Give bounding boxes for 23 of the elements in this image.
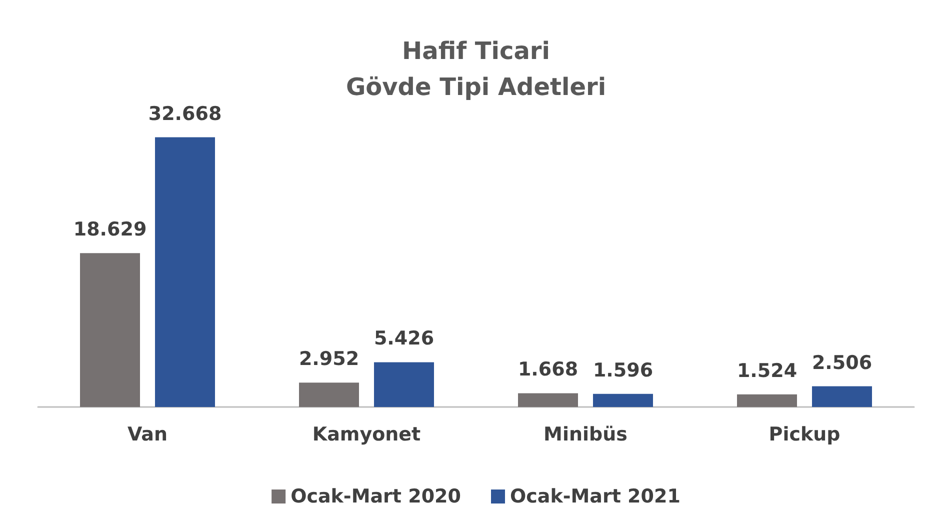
x-tick-label: Pickup [768, 424, 840, 446]
data-label: 1.524 [736, 360, 798, 382]
data-label: 2.506 [812, 352, 872, 374]
legend-label: Ocak-Mart 2020 [290, 486, 462, 508]
bar [299, 382, 359, 407]
bar [593, 394, 653, 407]
x-tick-label: Minibüs [544, 424, 628, 446]
bar [518, 393, 578, 407]
data-label: 2.952 [298, 348, 360, 370]
bar [155, 137, 215, 407]
chart-title: Hafif Ticari Gövde Tipi Adetleri [346, 37, 606, 101]
x-tick-label: Van [127, 424, 168, 446]
bar [737, 394, 797, 407]
data-label: 18.629 [73, 218, 147, 241]
legend-label: Ocak-Mart 2021 [510, 486, 680, 508]
x-tick-label: Kamyonet [312, 424, 421, 446]
bar [80, 253, 140, 407]
data-label: 32.668 [148, 102, 222, 125]
data-label: 5.426 [374, 328, 434, 350]
data-label: 1.668 [518, 358, 578, 381]
bar [374, 362, 434, 407]
data-label: 1.596 [592, 359, 654, 382]
bar [812, 386, 872, 407]
